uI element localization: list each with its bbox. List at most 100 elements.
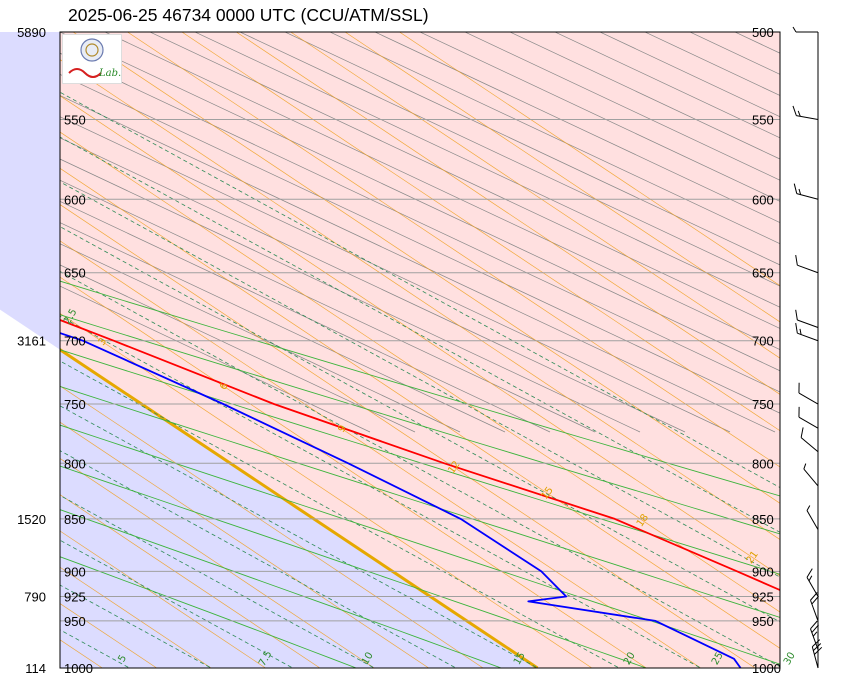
wind-barb [795, 322, 819, 342]
pressure-label-left: 850 [64, 512, 86, 527]
plot-frame [59, 31, 781, 669]
wind-barb [798, 382, 819, 405]
dry-adiabat [60, 137, 686, 433]
barb-staff [810, 600, 819, 622]
mixing-ratio-line [60, 315, 701, 668]
wind-barbs [792, 26, 823, 669]
chart-title: 2025-06-25 46734 0000 UTC (CCU/ATM/SSL) [68, 5, 429, 25]
wind-barb [798, 406, 819, 429]
isotherm [399, 32, 780, 287]
barb-half-flag [808, 575, 813, 582]
isotherm-label: 3 [97, 336, 110, 348]
mixing-ratio-label: 30 [782, 650, 798, 667]
isotherm [60, 240, 701, 668]
dry-adiabat [60, 222, 506, 433]
height-label: 114 [25, 661, 46, 676]
mixing-ratio-line [60, 91, 780, 488]
isotherm [344, 32, 780, 323]
isotherm [60, 530, 266, 668]
grid-lines [60, 32, 780, 668]
barb-half-flag [797, 110, 801, 117]
isotherm-label: 6 [218, 381, 231, 393]
isotherm [72, 32, 780, 504]
moist-adiabat [60, 424, 780, 665]
dry-adiabat [149, 32, 780, 329]
height-label: 1520 [17, 512, 46, 527]
dewpoint-trace [60, 332, 742, 668]
mixing-ratio-line [60, 360, 620, 668]
wind-barb [810, 592, 819, 622]
barb-staff [800, 437, 819, 453]
moist-adiabat [60, 509, 502, 668]
pressure-label-left: 650 [64, 266, 86, 281]
pressure-label-left: 700 [64, 334, 86, 349]
barb-flag [811, 639, 821, 648]
dry-adiabat [60, 285, 371, 433]
isotherm [290, 32, 780, 359]
barb-half-flag [806, 505, 811, 511]
pressure-label-right: 1000 [752, 661, 781, 676]
barb-half-flag [803, 463, 807, 470]
isotherm [127, 32, 780, 468]
cold-region [0, 32, 538, 668]
barb-staff [796, 115, 819, 120]
pressure-label-right: 500 [752, 25, 774, 40]
pressure-label-right: 550 [752, 112, 774, 127]
dry-adiabat [60, 95, 776, 433]
barb-flag [810, 592, 818, 601]
barb-flag [795, 309, 798, 321]
barb-flag [795, 254, 798, 266]
isotherm [60, 458, 375, 668]
temperature-trace [60, 319, 780, 592]
pressure-label-right: 650 [752, 266, 774, 281]
dry-adiabat [60, 158, 641, 433]
isotherm [60, 204, 756, 668]
dry-adiabat [60, 243, 461, 433]
wind-barb [806, 568, 819, 597]
barb-flag [798, 382, 800, 394]
barb-flag [814, 646, 823, 655]
pressure-label-left: 800 [64, 456, 86, 471]
dry-adiabat [60, 32, 780, 372]
svg-text:Lab.: Lab. [98, 68, 121, 79]
dry-adiabat [60, 264, 416, 433]
isotherm [60, 59, 780, 540]
isotherm [60, 167, 780, 649]
barb-staff [797, 319, 819, 328]
barb-staff [797, 332, 819, 342]
wind-barb [792, 26, 818, 33]
pressure-label-right: 800 [752, 456, 774, 471]
background-regions [0, 32, 780, 668]
wind-barb [800, 427, 819, 453]
barb-flag [811, 595, 819, 605]
barb-staff [796, 193, 819, 200]
pressure-label-left: 750 [64, 397, 86, 412]
barb-staff [798, 416, 819, 429]
pressure-label-left: 950 [64, 614, 86, 629]
pressure-label-left: 1000 [64, 661, 93, 676]
mixing-ratio-line [60, 270, 780, 668]
isotherm [181, 32, 780, 432]
mixing-ratio-line [60, 181, 780, 578]
isotherm-label: 9 [336, 423, 349, 435]
dry-adiabat [104, 32, 780, 351]
isotherm [60, 312, 593, 668]
barb-flag [810, 620, 818, 630]
barb-half-flag [799, 328, 802, 335]
barb-staff [798, 392, 819, 405]
axis-labels: -15-12-9-6-303691215182124273057.5101520… [17, 25, 798, 676]
mixing-ratio-line [60, 539, 293, 668]
isotherm [60, 131, 780, 613]
isotherm [236, 32, 780, 395]
barb-flag [795, 322, 798, 334]
isotherm [60, 385, 484, 668]
barb-flag [811, 624, 819, 633]
barb-staff [797, 264, 819, 274]
pressure-label-right: 750 [752, 397, 774, 412]
barb-flag [792, 105, 797, 116]
isotherm [60, 421, 429, 668]
height-label: 790 [24, 589, 46, 604]
wind-barb [792, 105, 819, 120]
wind-barb [793, 183, 819, 200]
dry-adiabat [60, 73, 780, 414]
